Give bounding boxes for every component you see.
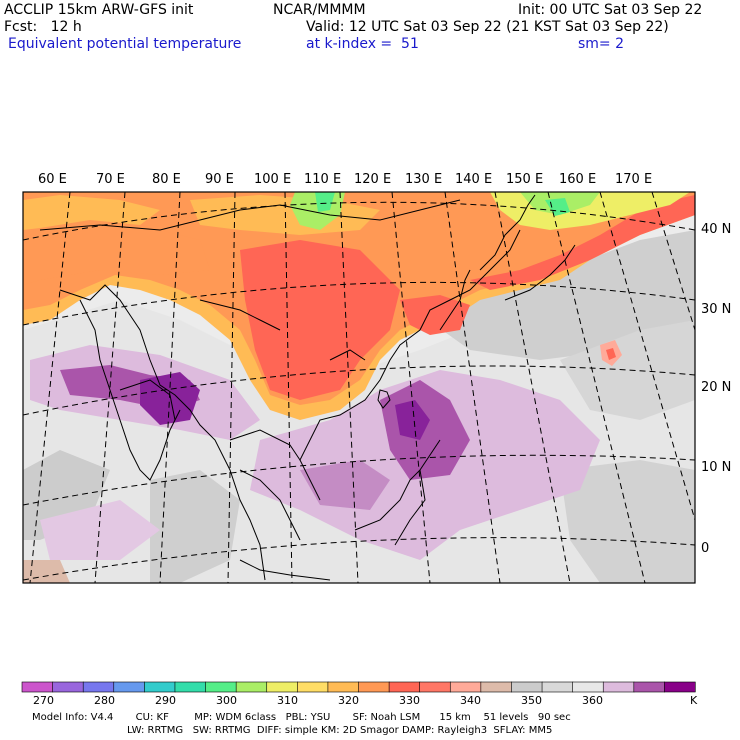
model-title: ACCLIP 15km ARW-GFS init xyxy=(4,2,194,18)
colorbar-swatch xyxy=(511,681,543,693)
lon-label: 130 E xyxy=(405,172,443,187)
colorbar-tick-label: 300 xyxy=(216,694,237,707)
physics-info-line: LW: RRTMG SW: RRTMG DIFF: simple KM: 2D … xyxy=(127,725,553,736)
map-frame xyxy=(22,191,696,584)
lat-label: 20 N xyxy=(701,380,732,395)
smoothing-info: sm= 2 xyxy=(578,36,625,52)
colorbar-swatch xyxy=(21,681,54,693)
lon-label: 150 E xyxy=(506,172,544,187)
field-name: Equivalent potential temperature xyxy=(8,36,242,52)
org-label: NCAR/MMMM xyxy=(273,2,366,18)
lat-label: 40 N xyxy=(701,222,732,237)
model-info-line: Model Info: V4.4 CU: KF MP: WDM 6class P… xyxy=(32,712,571,723)
colorbar-swatch xyxy=(480,681,513,693)
colorbar xyxy=(21,681,696,693)
colorbar-swatch xyxy=(449,681,482,693)
lon-label: 110 E xyxy=(304,172,342,187)
colorbar-tick-label: 310 xyxy=(277,694,298,707)
init-time: Init: 00 UTC Sat 03 Sep 22 xyxy=(518,2,703,18)
lon-label: 60 E xyxy=(38,172,67,187)
colorbar-tick-label: 350 xyxy=(521,694,542,707)
lon-label: 140 E xyxy=(455,172,493,187)
colorbar-swatch xyxy=(358,681,390,693)
colorbar-tick-label: 280 xyxy=(94,694,115,707)
lon-label: 170 E xyxy=(615,172,653,187)
colorbar-swatch xyxy=(205,681,237,693)
colorbar-swatch xyxy=(541,681,574,693)
colorbar-tick-label: 340 xyxy=(460,694,481,707)
colorbar-tick-label: 360 xyxy=(582,694,603,707)
lon-label: 120 E xyxy=(354,172,392,187)
colorbar-swatch xyxy=(235,681,268,693)
lon-label: 90 E xyxy=(205,172,234,187)
lon-label: 160 E xyxy=(559,172,597,187)
lon-label: 100 E xyxy=(254,172,292,187)
lat-label: 30 N xyxy=(701,302,732,317)
colorbar-swatch xyxy=(327,681,360,693)
colorbar-swatch xyxy=(572,681,604,693)
colorbar-swatch xyxy=(113,681,145,693)
colorbar-tick-label: 270 xyxy=(33,694,54,707)
colorbar-swatch xyxy=(144,681,176,693)
valid-time: Valid: 12 UTC Sat 03 Sep 22 (21 KST Sat … xyxy=(306,19,669,35)
colorbar-tick-label: 290 xyxy=(155,694,176,707)
lon-label: 80 E xyxy=(152,172,181,187)
level-info: at k-index = 51 xyxy=(306,36,419,52)
colorbar-swatch xyxy=(388,681,421,693)
colorbar-swatch xyxy=(297,681,329,693)
colorbar-swatch xyxy=(174,681,207,693)
colorbar-swatch xyxy=(633,681,666,693)
lat-label: 10 N xyxy=(701,460,732,475)
colorbar-swatch xyxy=(664,681,696,693)
colorbar-swatch xyxy=(419,681,451,693)
colorbar-tick-label: 320 xyxy=(338,694,359,707)
colorbar-swatch xyxy=(602,681,635,693)
colorbar-unit: K xyxy=(690,694,698,707)
colorbar-tick-label: 330 xyxy=(399,694,420,707)
colorbar-swatch xyxy=(82,681,115,693)
colorbar-swatch xyxy=(52,681,84,693)
lat-label: 0 xyxy=(701,541,710,556)
colorbar-swatch xyxy=(266,681,298,693)
lon-label: 70 E xyxy=(96,172,125,187)
forecast-hour: Fcst: 12 h xyxy=(4,19,82,35)
